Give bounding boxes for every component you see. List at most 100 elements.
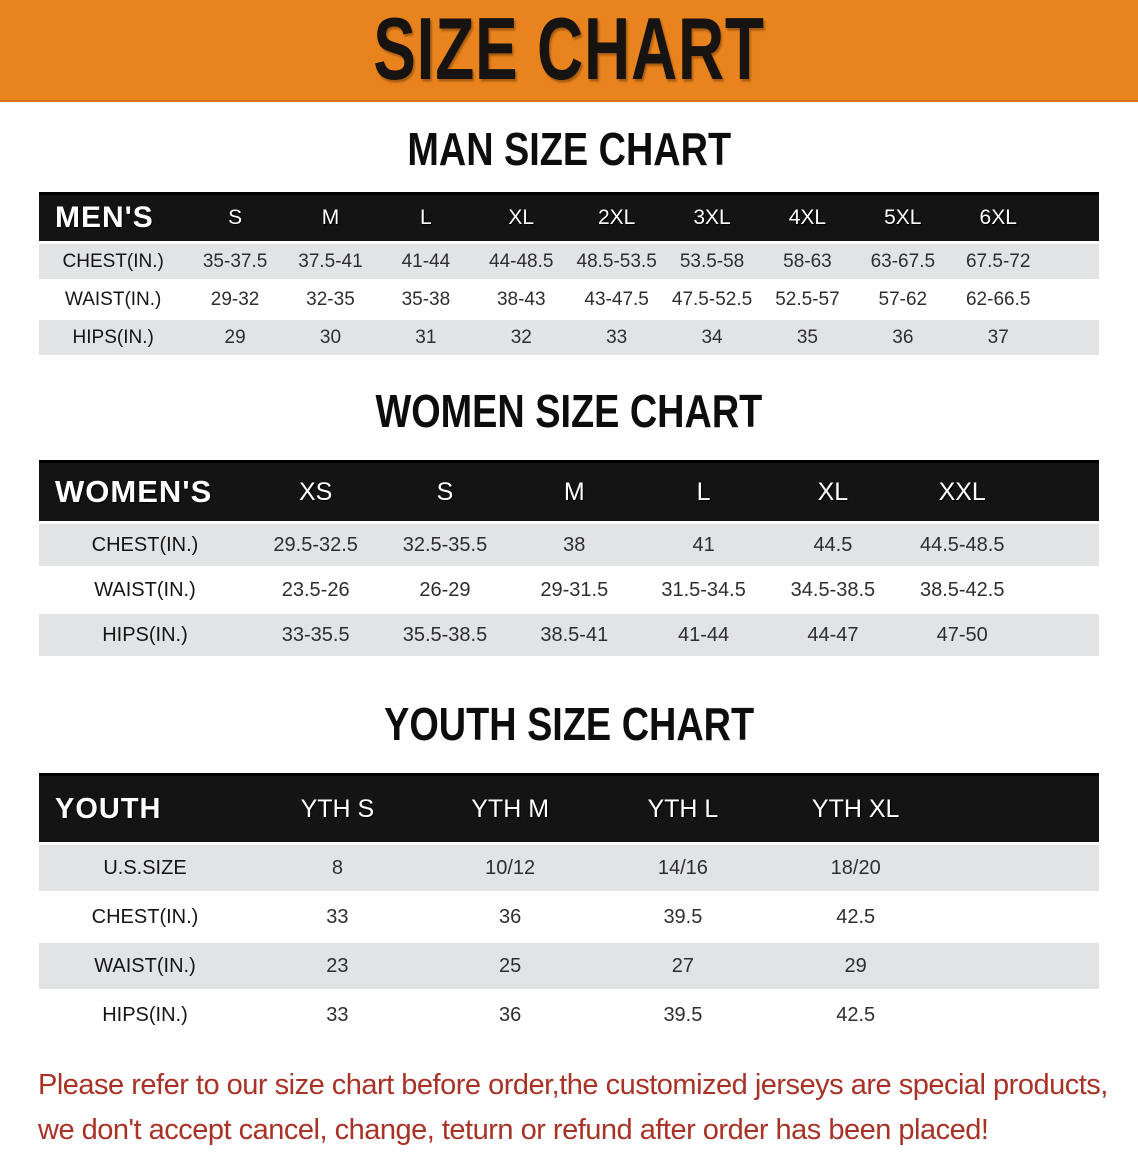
- header-filler: [1045, 192, 1099, 244]
- man-section-heading-text: MAN SIZE CHART: [407, 123, 731, 176]
- banner-title: SIZE CHART: [373, 0, 765, 99]
- column-header: YTH L: [596, 773, 770, 845]
- cell: 38.5-41: [509, 612, 639, 659]
- cell: 30: [282, 318, 379, 358]
- corner-label: MEN'S: [39, 192, 188, 244]
- disclaimer-line-2: we don't accept cancel, change, teturn o…: [38, 1114, 989, 1146]
- table-row: CHEST(IN.) 33 36 39.5 42.5: [39, 892, 1099, 943]
- cell: 33: [251, 990, 424, 1041]
- size-chart-banner: SIZE CHART: [0, 0, 1138, 102]
- cell: 42.5: [769, 892, 943, 943]
- youth-section-heading: YOUTH SIZE CHART: [0, 659, 1138, 751]
- cell: 8: [251, 843, 424, 894]
- table-row: U.S.SIZE 8 10/12 14/16 18/20: [39, 843, 1099, 894]
- cell: 41-44: [638, 612, 769, 659]
- cell: 33: [251, 892, 424, 943]
- column-header: YTH XL: [769, 773, 943, 845]
- row-label: WAIST(IN.): [39, 280, 188, 320]
- disclaimer-line-1: Please refer to our size chart before or…: [38, 1069, 1108, 1101]
- cell: 14/16: [596, 843, 770, 894]
- cell: 67.5-72: [950, 242, 1046, 282]
- cell: 47-50: [897, 612, 1027, 659]
- row-filler: [1026, 522, 1099, 569]
- row-filler: [1026, 567, 1099, 614]
- table-row: CHEST(IN.) 29.5-32.5 32.5-35.5 38 41 44.5 44.5…: [39, 522, 1099, 569]
- row-filler: [1045, 280, 1099, 320]
- cell: 31.5-34.5: [638, 567, 769, 614]
- cell: 36: [855, 318, 951, 358]
- cell: 33: [568, 318, 665, 358]
- cell: 39.5: [596, 892, 770, 943]
- men-size-table: MEN'S S M L XL 2XL 3XL 4XL 5XL 6XL CHEST(IN.) 35-37…: [39, 192, 1099, 358]
- table-row: HIPS(IN.) 29 30 31 32 33 34 35 36 37: [39, 318, 1099, 358]
- row-filler: [1045, 242, 1099, 282]
- column-header: 4XL: [759, 192, 856, 244]
- women-section-heading: WOMEN SIZE CHART: [0, 358, 1138, 435]
- cell: 38.5-42.5: [897, 567, 1027, 614]
- cell: 34.5-38.5: [768, 567, 898, 614]
- row-label: HIPS(IN.): [39, 612, 251, 659]
- cell: 52.5-57: [759, 280, 856, 320]
- column-header: L: [378, 192, 474, 244]
- youth-section-heading-text: YOUTH SIZE CHART: [383, 698, 754, 751]
- cell: 62-66.5: [950, 280, 1046, 320]
- cell: 38: [509, 522, 639, 569]
- man-section-heading: MAN SIZE CHART: [0, 102, 1138, 176]
- cell: 23.5-26: [251, 567, 381, 614]
- column-header: 5XL: [855, 192, 951, 244]
- table-row: WAIST(IN.) 23.5-26 26-29 29-31.5 31.5-34.5 34…: [39, 567, 1099, 614]
- header-row: MEN'S S M L XL 2XL 3XL 4XL 5XL 6XL: [39, 192, 1099, 244]
- column-header: XXL: [897, 460, 1027, 524]
- table-row: CHEST(IN.) 35-37.5 37.5-41 41-44 44-48.5 48.5…: [39, 242, 1099, 282]
- row-label: CHEST(IN.): [39, 242, 188, 282]
- size-table: YOUTH YTH S YTH M YTH L YTH XL U.S.SIZE 8 10/12…: [39, 773, 1099, 1041]
- corner-label: WOMEN'S: [39, 460, 251, 524]
- header-row: YOUTH YTH S YTH M YTH L YTH XL: [39, 773, 1099, 845]
- cell: 32.5-35.5: [380, 522, 510, 569]
- row-filler: [942, 892, 1099, 943]
- row-filler: [1026, 612, 1099, 659]
- table-row: HIPS(IN.) 33-35.5 35.5-38.5 38.5-41 41-44 44-…: [39, 612, 1099, 659]
- size-table: MEN'S S M L XL 2XL 3XL 4XL 5XL 6XL CHEST(IN.) 35-37…: [39, 192, 1099, 358]
- cell: 31: [378, 318, 474, 358]
- cell: 44-48.5: [473, 242, 569, 282]
- cell: 37: [950, 318, 1046, 358]
- cell: 44.5: [768, 522, 898, 569]
- cell: 53.5-58: [664, 242, 760, 282]
- cell: 26-29: [380, 567, 510, 614]
- column-header: L: [638, 460, 769, 524]
- cell: 35-38: [378, 280, 474, 320]
- cell: 29-31.5: [509, 567, 639, 614]
- cell: 38-43: [473, 280, 569, 320]
- cell: 32: [473, 318, 569, 358]
- row-label: WAIST(IN.): [39, 567, 251, 614]
- disclaimer-text: Please refer to our size chart before or…: [38, 1063, 1138, 1153]
- cell: 35.5-38.5: [380, 612, 510, 659]
- row-filler: [942, 941, 1099, 992]
- cell: 35: [759, 318, 856, 358]
- cell: 34: [664, 318, 760, 358]
- cell: 43-47.5: [568, 280, 665, 320]
- table-row: WAIST(IN.) 23 25 27 29: [39, 941, 1099, 992]
- row-label: HIPS(IN.): [39, 318, 188, 358]
- cell: 57-62: [855, 280, 951, 320]
- corner-label: YOUTH: [39, 773, 251, 845]
- cell: 48.5-53.5: [568, 242, 665, 282]
- table-row: HIPS(IN.) 33 36 39.5 42.5: [39, 990, 1099, 1041]
- column-header: YTH S: [251, 773, 424, 845]
- column-header: 3XL: [664, 192, 760, 244]
- size-table: WOMEN'S XS S M L XL XXL CHEST(IN.) 29.5-32.5 32.5…: [39, 460, 1099, 659]
- table-row: WAIST(IN.) 29-32 32-35 35-38 38-43 43-47.5 47.…: [39, 280, 1099, 320]
- row-label: U.S.SIZE: [39, 843, 251, 894]
- column-header: 2XL: [568, 192, 665, 244]
- cell: 41: [638, 522, 769, 569]
- row-label: HIPS(IN.): [39, 990, 251, 1041]
- header-filler: [942, 773, 1099, 845]
- cell: 35-37.5: [187, 242, 283, 282]
- header-row: WOMEN'S XS S M L XL XXL: [39, 460, 1099, 524]
- column-header: S: [380, 460, 510, 524]
- cell: 25: [423, 941, 597, 992]
- cell: 18/20: [769, 843, 943, 894]
- cell: 63-67.5: [855, 242, 951, 282]
- row-filler: [1045, 318, 1099, 358]
